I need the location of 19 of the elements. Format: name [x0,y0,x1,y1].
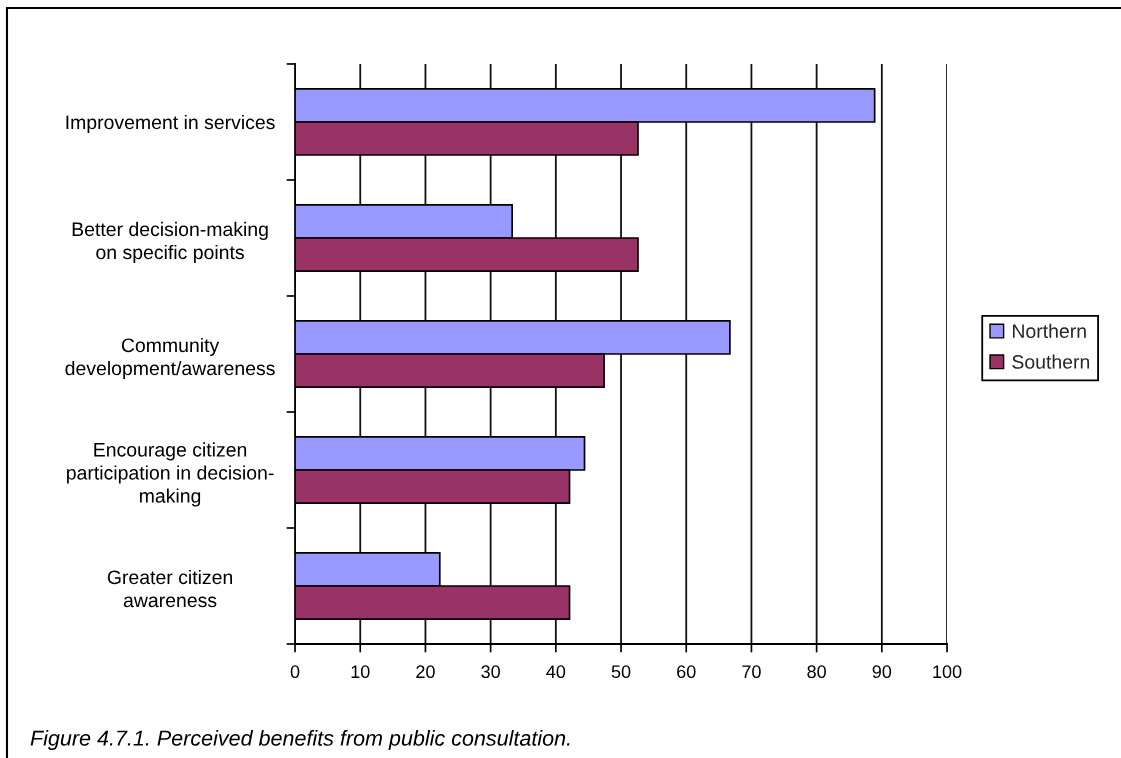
caption: Figure 4.7.1. Perceived benefits from public consultation. [30,729,570,751]
x-tick-label: 80 [807,665,826,679]
x-tick-label: 0 [290,665,300,679]
x-tick-label: 40 [546,665,566,679]
y-tick-label: Community development/awareness [65,337,275,380]
x-tick-label: 20 [416,665,435,679]
x-tick-label: 50 [611,665,631,679]
y-tick-label: Better decision-making on specific points [72,221,268,264]
legend-label: Southern [1012,354,1090,369]
y-tick-label: Improvement in services [66,114,275,134]
y-tick-label: Encourage citizen participation in decision- making [67,442,274,507]
x-tick-label: 90 [872,665,892,679]
x-tick-label: 100 [933,665,962,679]
x-tick-label: 60 [677,665,696,679]
x-tick-label: 70 [742,665,761,679]
y-tick-label: Greater citizen awareness [107,569,233,608]
x-tick-label: 30 [481,665,500,679]
legend-label: Northern [1012,323,1086,339]
x-tick-label: 10 [351,665,370,679]
